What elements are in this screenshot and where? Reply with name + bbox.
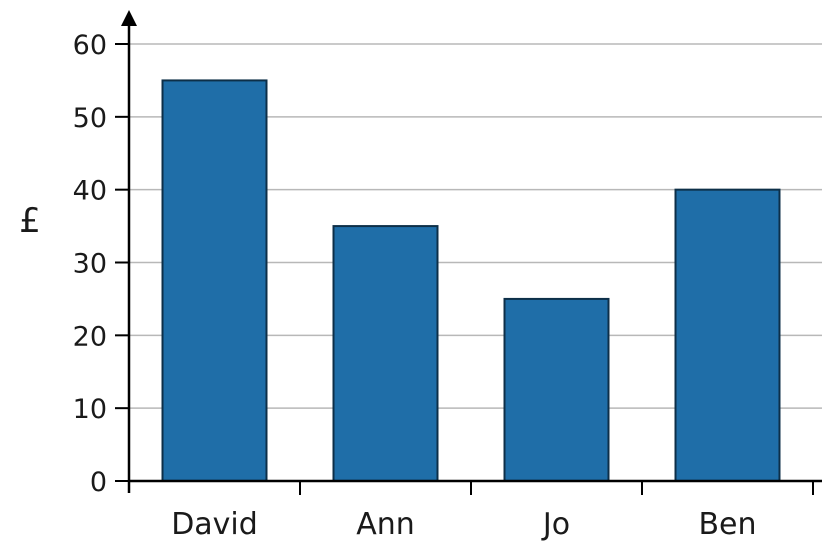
y-tick-label: 50 [73, 103, 107, 134]
y-tick-label: 20 [73, 321, 107, 352]
bar-ben [674, 188, 781, 483]
x-tick-label-david: David [171, 507, 258, 542]
y-tick-label: 0 [90, 467, 107, 498]
bar-jo [503, 297, 610, 482]
y-tick-label: 40 [73, 176, 107, 207]
y-tick-label: 30 [73, 249, 107, 280]
y-tick-labels: 0 10 20 30 40 50 60 [73, 30, 107, 498]
y-tick-label: 60 [73, 30, 107, 61]
x-tick-label-jo: Jo [541, 507, 570, 542]
bar-david [161, 79, 268, 483]
y-axis-label: £ [19, 201, 41, 241]
bar-ann [332, 225, 439, 482]
y-tick-label: 10 [73, 394, 107, 425]
axes [115, 10, 822, 495]
bars [161, 79, 781, 483]
x-tick-label-ben: Ben [698, 507, 756, 542]
x-tick-labels: David Ann Jo Ben [171, 507, 756, 542]
y-axis-arrow [121, 10, 137, 26]
x-tick-label-ann: Ann [356, 507, 415, 542]
